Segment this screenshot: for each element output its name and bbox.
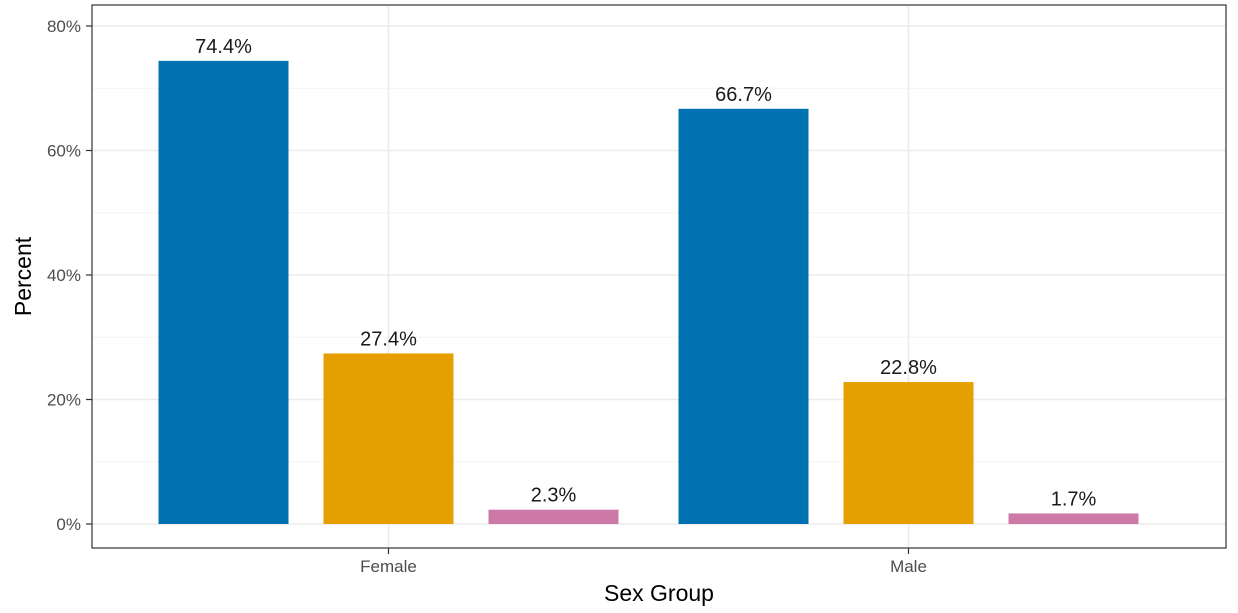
bar-data-label: 66.7% (715, 84, 772, 106)
y-tick-label: 80% (47, 17, 81, 36)
bar-data-label: 2.3% (531, 485, 577, 507)
x-axis-title: Sex Group (604, 580, 714, 606)
bar-male-series-1 (678, 108, 809, 524)
x-tick-label: Female (360, 557, 417, 576)
bar-male-series-3 (1008, 513, 1139, 524)
bar-data-label: 74.4% (195, 36, 252, 58)
bar-data-label: 1.7% (1051, 488, 1097, 510)
bar-female-series-1 (158, 60, 289, 525)
x-tick-label: Male (890, 557, 927, 576)
y-tick-label: 60% (47, 142, 81, 161)
axes: 0% 20% 40% 60% 80% Female Male (47, 17, 927, 576)
bar-female-series-3 (488, 509, 619, 524)
bar-male-series-2 (843, 382, 974, 524)
y-axis-title: Percent (10, 236, 36, 316)
y-tick-label: 0% (56, 515, 81, 534)
y-tick-label: 20% (47, 391, 81, 410)
y-tick-label: 40% (47, 266, 81, 285)
bar-data-label: 22.8% (880, 357, 937, 379)
bars (158, 60, 1139, 525)
data-labels: 74.4% 66.7% 27.4% 22.8% 2.3% 1.7% (195, 36, 1096, 511)
bar-data-label: 27.4% (360, 328, 417, 350)
plot-panel-border (91, 4, 1227, 549)
bar-female-series-2 (323, 353, 454, 524)
